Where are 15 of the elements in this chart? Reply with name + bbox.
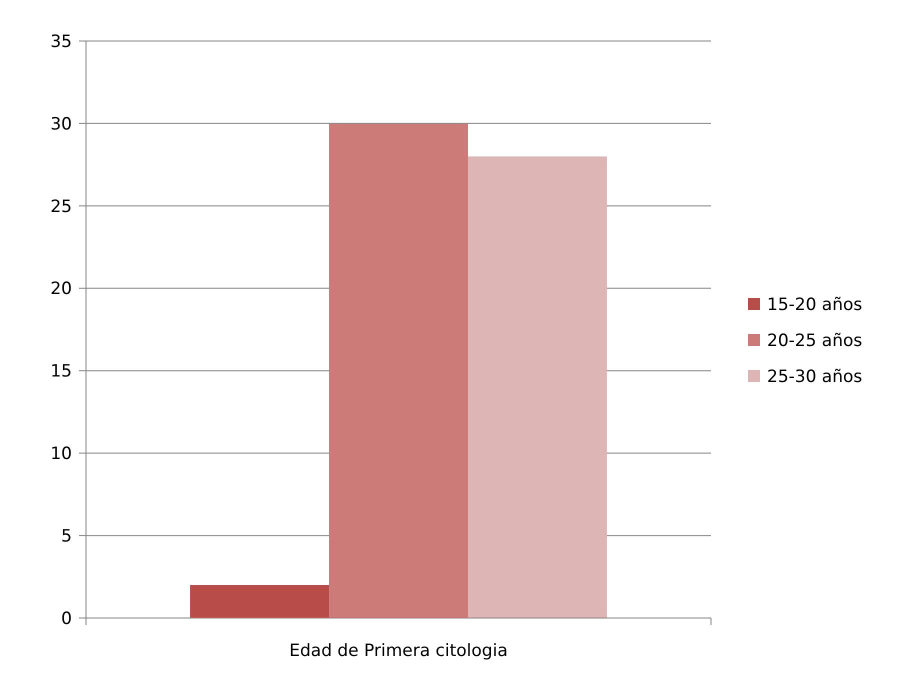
x-tick-label: Edad de Primera citologia (289, 641, 508, 661)
bar (468, 156, 607, 618)
y-tick-label: 25 (50, 196, 72, 217)
y-tick-label: 10 (50, 444, 72, 464)
legend-label: 15-20 años (767, 294, 862, 315)
y-tick-label: 0 (61, 608, 72, 629)
y-tick-label: 5 (61, 526, 72, 547)
bar (329, 123, 468, 618)
y-tick-label: 20 (50, 279, 72, 300)
legend-label: 20-25 años (767, 330, 862, 351)
legend-label: 25-30 años (767, 366, 862, 387)
y-tick-label: 30 (50, 114, 72, 134)
y-tick-label: 35 (50, 32, 72, 52)
y-tick-label: 15 (50, 362, 72, 382)
bar (190, 585, 330, 618)
